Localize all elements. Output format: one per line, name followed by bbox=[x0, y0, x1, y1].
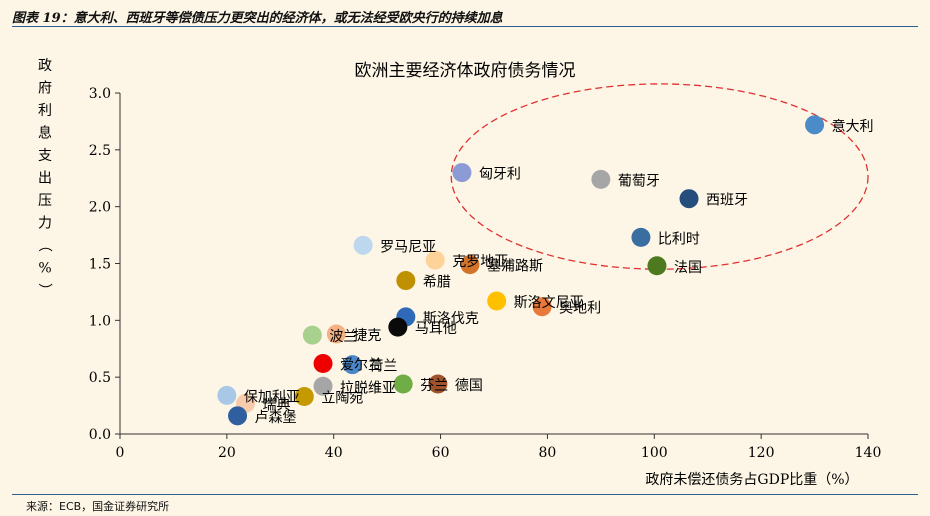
data-point bbox=[353, 235, 373, 255]
data-point bbox=[294, 386, 314, 406]
data-point bbox=[228, 406, 248, 426]
x-tick-label: 0 bbox=[116, 445, 125, 461]
bottom-rule bbox=[12, 494, 918, 495]
y-axis-label-char: ） bbox=[36, 283, 52, 297]
data-label: 卢森堡 bbox=[255, 410, 297, 426]
data-label: 意大利 bbox=[832, 118, 874, 135]
x-tick-label: 60 bbox=[432, 445, 450, 461]
data-label: 希腊 bbox=[423, 275, 451, 291]
y-axis-label-char: 府 bbox=[38, 81, 52, 97]
y-tick-label: 2.0 bbox=[89, 200, 111, 216]
data-label: 奥地利 bbox=[559, 300, 601, 317]
data-point bbox=[326, 324, 346, 344]
y-axis-label-char: 压 bbox=[38, 193, 52, 209]
data-label: 保加利亚 bbox=[244, 389, 300, 405]
data-label: 斯洛伐克 bbox=[423, 311, 479, 327]
y-tick-label: 1.5 bbox=[89, 257, 111, 273]
y-axis-label-char: % bbox=[38, 261, 51, 277]
data-point bbox=[393, 374, 413, 394]
y-tick-label: 2.5 bbox=[89, 143, 111, 159]
y-tick-label: 3.0 bbox=[89, 86, 111, 102]
data-label: 斯洛文尼亚 bbox=[514, 295, 584, 311]
data-label: 马耳他 bbox=[415, 321, 457, 337]
data-point bbox=[452, 163, 472, 183]
data-label: 罗马尼亚 bbox=[380, 239, 436, 255]
data-label: 比利时 bbox=[658, 231, 700, 247]
data-point bbox=[342, 355, 362, 375]
data-points bbox=[217, 115, 825, 426]
y-axis-label-char: 利 bbox=[38, 103, 52, 119]
data-point bbox=[679, 189, 699, 209]
top-rule bbox=[12, 26, 918, 27]
data-label: 匈牙利 bbox=[479, 167, 521, 183]
data-point bbox=[487, 291, 507, 311]
data-label: 德国 bbox=[455, 378, 483, 394]
data-point bbox=[425, 250, 445, 270]
figure-header: 图表 19：意大利、西班牙等偿债压力更突出的经济体，或无法经受欧央行的持续加息 bbox=[12, 4, 918, 28]
data-label: 波兰 bbox=[329, 329, 357, 345]
axes: 0 20 40 60 80 100 120 140 0.0 0.5 1.0 1.5 2.0 2.5 3.0 bbox=[89, 86, 882, 461]
data-point bbox=[313, 376, 333, 396]
x-tick-label: 120 bbox=[748, 445, 775, 461]
data-point bbox=[396, 271, 416, 291]
y-axis-label-char: （ bbox=[36, 238, 52, 252]
data-label: 西班牙 bbox=[706, 193, 748, 209]
chart-title: 欧洲主要经济体政府债务情况 bbox=[355, 61, 576, 81]
data-point bbox=[388, 317, 408, 337]
data-label: 荷兰 bbox=[369, 359, 397, 375]
data-label: 法国 bbox=[674, 260, 702, 276]
data-point bbox=[460, 255, 480, 275]
x-tick-label: 20 bbox=[218, 445, 236, 461]
y-tick-label: 0.0 bbox=[89, 427, 111, 443]
data-label: 塞浦路斯 bbox=[487, 258, 543, 275]
data-label: 葡萄牙 bbox=[618, 173, 660, 189]
y-axis-label-char: 政 bbox=[38, 58, 52, 74]
y-tick-label: 0.5 bbox=[89, 370, 111, 386]
data-point bbox=[313, 354, 333, 374]
data-point bbox=[631, 227, 651, 247]
data-point bbox=[217, 385, 237, 405]
data-point bbox=[805, 115, 825, 135]
data-label: 克罗地亚 bbox=[452, 254, 508, 270]
data-point bbox=[302, 325, 322, 345]
source-note: 来源：ECB，国金证券研究所 bbox=[26, 500, 170, 513]
data-label: 瑞典 bbox=[263, 397, 291, 413]
y-axis-label-char: 力 bbox=[38, 216, 52, 232]
data-label: 芬兰 bbox=[420, 378, 448, 394]
data-point bbox=[647, 256, 667, 276]
y-tick-label: 1.0 bbox=[89, 313, 111, 329]
x-tick-label: 100 bbox=[641, 445, 668, 461]
y-axis-label-char: 支 bbox=[38, 148, 52, 164]
data-label: 立陶宛 bbox=[321, 390, 363, 406]
data-point bbox=[591, 169, 611, 189]
data-label: 爱尔兰 bbox=[340, 358, 382, 374]
data-point bbox=[428, 374, 448, 394]
data-point bbox=[532, 297, 552, 317]
x-tick-label: 40 bbox=[325, 445, 343, 461]
y-axis-label-char: 息 bbox=[38, 125, 52, 142]
data-label: 拉脱维亚 bbox=[340, 380, 396, 396]
x-tick-label: 80 bbox=[539, 445, 557, 461]
figure-caption: 图表 19：意大利、西班牙等偿债压力更突出的经济体，或无法经受欧央行的持续加息 bbox=[12, 11, 503, 26]
x-tick-label: 140 bbox=[855, 445, 882, 461]
y-axis-label-char: 出 bbox=[38, 171, 52, 187]
data-label: 捷克 bbox=[353, 328, 381, 344]
x-axis-label: 政府未偿还债务占GDP比重（%） bbox=[645, 472, 858, 488]
